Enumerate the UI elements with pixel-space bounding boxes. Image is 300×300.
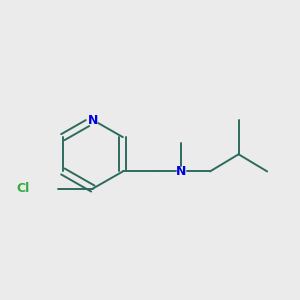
Text: N: N — [176, 165, 187, 178]
Text: N: N — [88, 113, 98, 127]
Text: Cl: Cl — [17, 182, 30, 195]
